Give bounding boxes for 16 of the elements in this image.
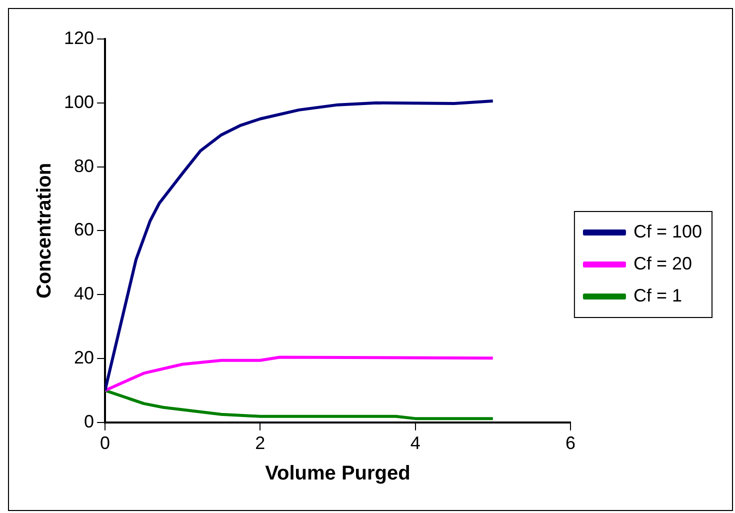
x-tick-label: 4 [410,433,420,454]
x-tick-label: 2 [255,433,266,454]
y-tick-label: 20 [74,347,94,368]
y-tick-label: 80 [74,156,94,176]
legend-label: Cf = 1 [633,285,682,306]
x-axis-title: Volume Purged [265,462,410,485]
y-axis-title: Concentration [34,162,56,298]
legend-label: Cf = 20 [633,253,692,274]
y-tick-label: 60 [74,220,94,240]
x-tick-label: 6 [565,433,576,454]
x-tick-label: 0 [100,433,110,454]
y-tick-label: 0 [84,411,94,432]
y-tick-label: 40 [74,284,94,304]
legend-label: Cf = 100 [633,221,702,242]
y-tick-label: 100 [64,92,94,112]
y-tick-label: 120 [64,28,94,48]
